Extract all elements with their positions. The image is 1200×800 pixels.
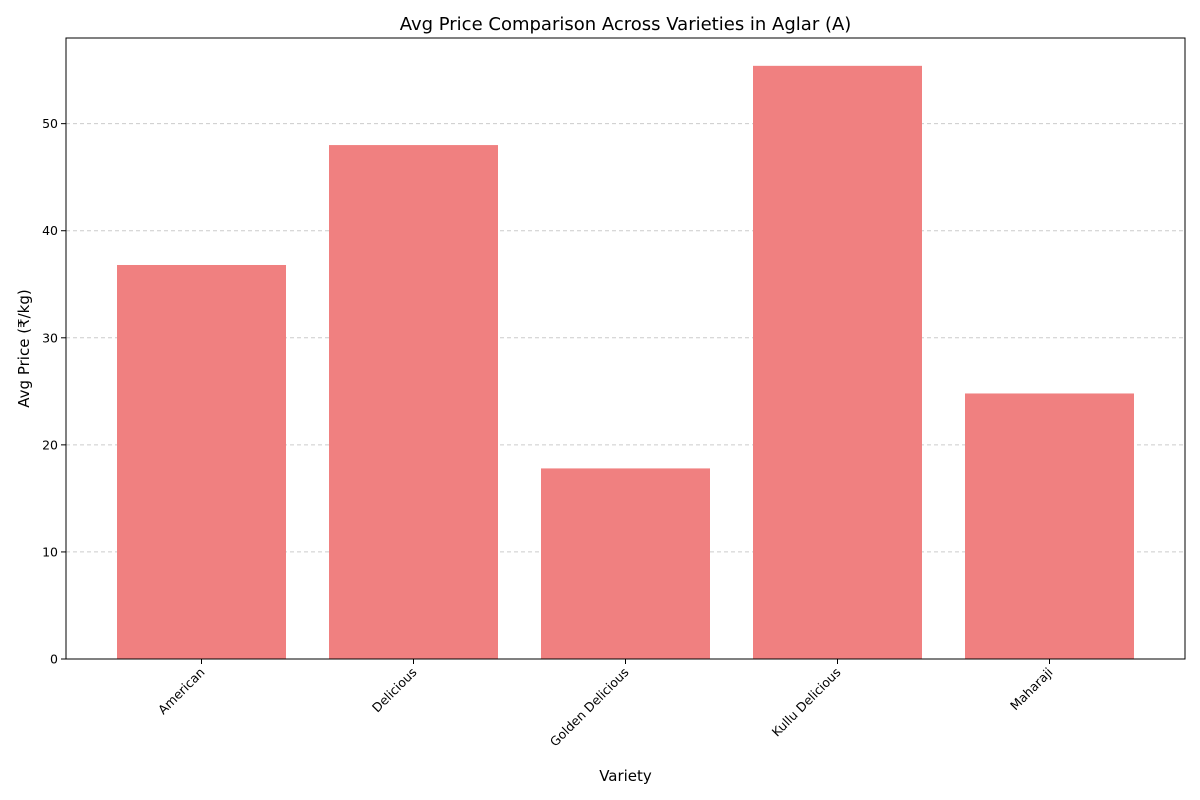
bar bbox=[541, 468, 710, 659]
chart-title: Avg Price Comparison Across Varieties in… bbox=[400, 14, 852, 35]
y-tick-label: 30 bbox=[42, 330, 58, 345]
y-tick-label: 20 bbox=[42, 437, 58, 452]
y-tick-label: 50 bbox=[42, 116, 58, 131]
y-axis-title: Avg Price (₹/kg) bbox=[15, 289, 33, 407]
x-tick-label: American bbox=[155, 665, 208, 718]
x-tick-label: Delicious bbox=[369, 665, 420, 716]
bar bbox=[753, 65, 922, 659]
x-tick-label: Kullu Delicious bbox=[769, 665, 844, 740]
y-axis: 0 10 20 30 40 50 bbox=[42, 116, 66, 667]
x-tick-label: Maharaji bbox=[1007, 665, 1056, 714]
x-axis-title: Variety bbox=[599, 767, 652, 785]
y-tick-label: 0 bbox=[50, 652, 58, 667]
y-tick-label: 40 bbox=[42, 223, 58, 238]
bar bbox=[965, 393, 1134, 659]
bar bbox=[117, 264, 286, 659]
x-axis: American Delicious Golden Delicious Kullu D… bbox=[155, 659, 1056, 749]
x-tick-label: Golden Delicious bbox=[547, 665, 632, 750]
bar bbox=[329, 145, 498, 659]
y-tick-label: 10 bbox=[42, 544, 58, 559]
bars bbox=[117, 65, 1134, 659]
